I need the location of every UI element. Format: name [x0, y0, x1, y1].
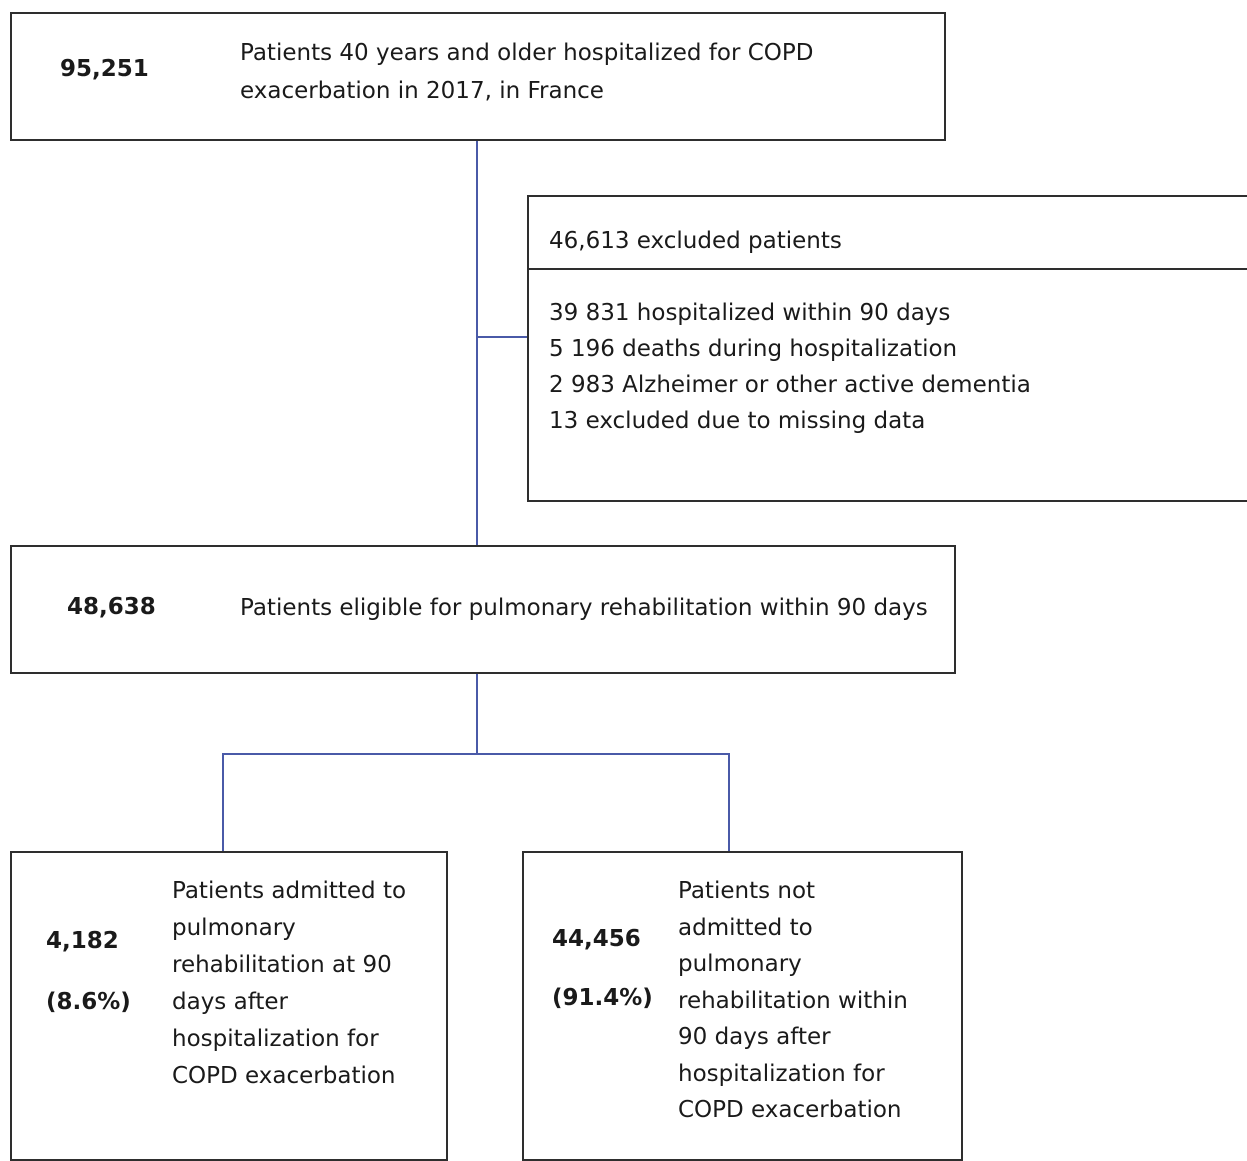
exclusion-reason: 5 196 deaths during hospitalization [549, 336, 958, 362]
eligible-patients-count: 48,638 [67, 594, 156, 620]
exclusion-reasons-list: 39 831 hospitalized within 90 days 5 196… [549, 295, 1031, 439]
admitted-patients-count: 4,182 [46, 928, 119, 954]
total-patients-line-1: Patients 40 years and older hospitalized… [240, 40, 814, 66]
not-admitted-line: hospitalization for [678, 1060, 885, 1087]
admitted-line: days after [172, 989, 289, 1015]
admitted-patients-description: Patients admitted to pulmonary rehabilit… [172, 873, 406, 1095]
not-admitted-line: 90 days after [678, 1024, 831, 1050]
admitted-line: rehabilitation at 90 [172, 952, 392, 978]
not-admitted-patients-percent: (91.4%) [552, 985, 653, 1011]
total-patients-description: Patients 40 years and older hospitalized… [240, 34, 813, 110]
connector-top-to-eligible [476, 140, 478, 546]
connector-eligible-down [476, 673, 478, 754]
connector-to-excluded [476, 336, 528, 338]
exclusion-reason: 39 831 hospitalized within 90 days [549, 300, 951, 326]
admitted-patients-percent: (8.6%) [46, 989, 131, 1015]
exclusion-reason: 13 excluded due to missing data [549, 408, 926, 434]
eligible-patients-description: Patients eligible for pulmonary rehabili… [240, 595, 928, 621]
admitted-line: Patients admitted to [172, 878, 407, 904]
not-admitted-patients-description: Patients not admitted to pulmonary rehab… [678, 873, 908, 1129]
excluded-divider [529, 268, 1247, 270]
not-admitted-line: COPD exacerbation [678, 1097, 902, 1123]
eligible-patients-box: 48,638 Patients eligible for pulmonary r… [10, 545, 956, 674]
total-patients-box: 95,251 Patients 40 years and older hospi… [10, 12, 946, 141]
not-admitted-patients-count: 44,456 [552, 926, 641, 952]
not-admitted-line: admitted to [678, 914, 813, 941]
admitted-line: hospitalization for [172, 1026, 379, 1052]
exclusion-reason: 2 983 Alzheimer or other active dementia [549, 372, 1031, 398]
not-admitted-line: pulmonary [678, 951, 802, 977]
connector-horizontal-split [222, 753, 730, 755]
total-patients-line-2: exacerbation in 2017, in France [240, 78, 604, 104]
admitted-patients-box: 4,182 (8.6%) Patients admitted to pulmon… [10, 851, 448, 1161]
not-admitted-line: Patients not [678, 878, 816, 904]
total-patients-count: 95,251 [60, 56, 149, 82]
admitted-line: COPD exacerbation [172, 1063, 396, 1089]
connector-to-admitted [222, 753, 224, 852]
not-admitted-patients-box: 44,456 (91.4%) Patients not admitted to … [522, 851, 963, 1161]
excluded-patients-box: 46,613 excluded patients 39 831 hospital… [527, 195, 1247, 502]
admitted-line: pulmonary [172, 915, 296, 941]
connector-to-not-admitted [728, 753, 730, 852]
not-admitted-line: rehabilitation within [678, 987, 908, 1014]
excluded-patients-header: 46,613 excluded patients [549, 228, 842, 254]
